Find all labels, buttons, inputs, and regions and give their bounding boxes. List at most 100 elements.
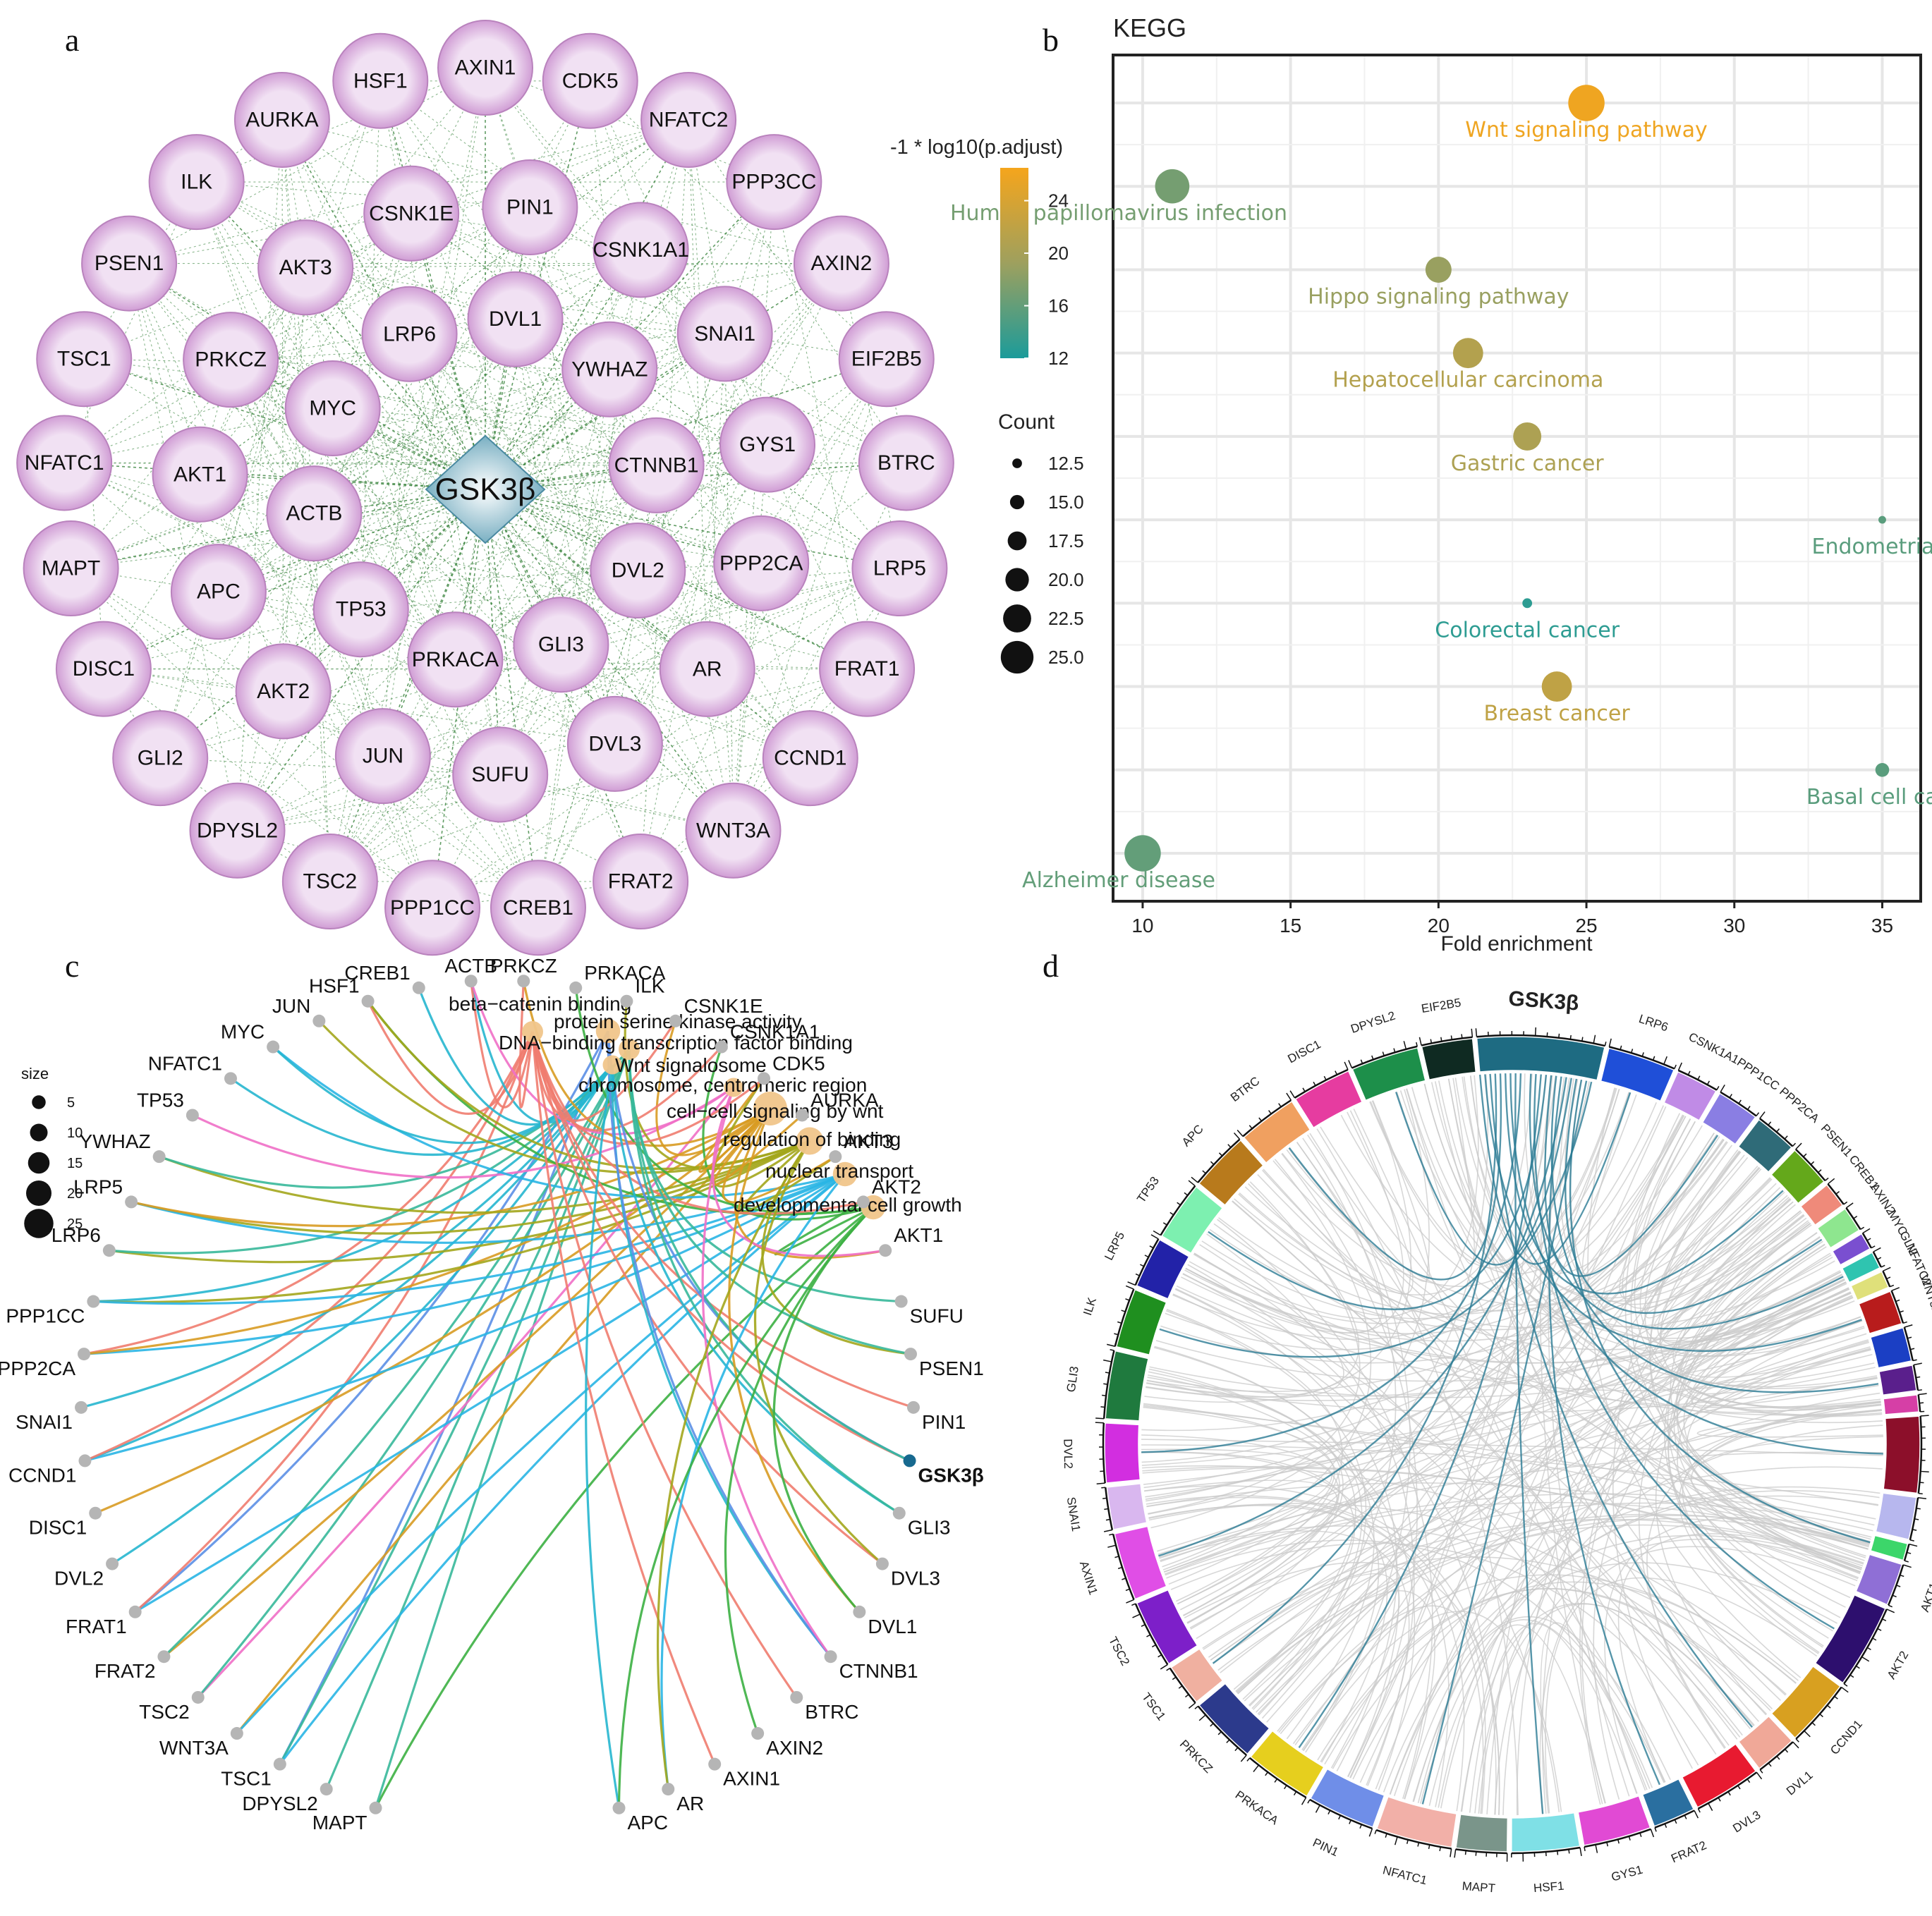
gene-ppp1cc[interactable]: PPP1CC (6, 1295, 100, 1327)
kegg-point-hepatocellular-carcinoma[interactable]: Hepatocellular carcinoma (1332, 338, 1603, 393)
sector-ilk[interactable]: ILK (1081, 1285, 1167, 1356)
gene-ctnnb1[interactable]: CTNNB1 (824, 1650, 918, 1682)
node-gys1[interactable]: GYS1 (719, 396, 816, 493)
gene-sufu[interactable]: SUFU (894, 1295, 964, 1327)
node-ar[interactable]: AR (659, 621, 755, 717)
sector-axin1[interactable]: AXIN1 (1077, 1525, 1167, 1604)
sector-gli3[interactable]: GLI3 (1064, 1349, 1149, 1422)
node-ctnnb1[interactable]: CTNNB1 (608, 417, 705, 513)
node-tsc1[interactable]: TSC1 (36, 311, 133, 408)
gene-actb[interactable]: ACTB (444, 955, 497, 988)
gene-csnk1a1[interactable]: CSNK1A1 (715, 1021, 820, 1054)
node-tsc2[interactable]: TSC2 (281, 834, 378, 930)
node-jun[interactable]: JUN (334, 708, 431, 805)
node-aurka[interactable]: AURKA (233, 71, 330, 168)
gene-cdk5[interactable]: CDK5 (758, 1052, 825, 1085)
node-wnt3a[interactable]: WNT3A (685, 782, 782, 879)
sector-gsk3[interactable]: GSK3β (1475, 987, 1607, 1081)
gene-prkcz[interactable]: PRKCZ (490, 955, 557, 988)
node-apc[interactable]: APC (170, 544, 267, 640)
gene-axin2[interactable]: AXIN2 (751, 1727, 823, 1759)
node-ilk[interactable]: ILK (148, 134, 245, 231)
node-pin1[interactable]: PIN1 (482, 159, 578, 255)
sector-ywhaz[interactable]: YWHAZ (1878, 1349, 1932, 1396)
node-akt2[interactable]: AKT2 (235, 643, 332, 740)
sector-akt2[interactable]: AKT2 (1814, 1594, 1912, 1687)
node-hsf1[interactable]: HSF1 (332, 32, 429, 129)
gene-lrp6[interactable]: LRP6 (51, 1224, 116, 1257)
sector-nfatc1[interactable]: NFATC1 (1374, 1795, 1457, 1887)
sector-akt1[interactable]: AKT1 (1855, 1554, 1932, 1613)
gene-ppp2ca[interactable]: PPP2CA (0, 1348, 91, 1379)
sector-sufu[interactable]: SUFU (1883, 1383, 1932, 1417)
node-akt3[interactable]: AKT3 (257, 219, 354, 316)
term-chromosome-centromeric-region[interactable]: chromosome, centromeric region (578, 1074, 867, 1097)
term-wnt-signalosome[interactable]: Wnt signalosome (602, 1054, 767, 1076)
kegg-point-basal-cell-carcinoma[interactable]: Basal cell carcinoma (1806, 762, 1932, 810)
node-tp53[interactable]: TP53 (312, 561, 409, 658)
node-prkcz[interactable]: PRKCZ (183, 312, 279, 408)
sector-eif2b5[interactable]: EIF2B5 (1418, 996, 1477, 1081)
kegg-point-colorectal-cancer[interactable]: Colorectal cancer (1435, 598, 1620, 642)
sector-ppp2ca[interactable]: PPP2CA (1737, 1085, 1823, 1173)
gene-akt1[interactable]: AKT1 (879, 1224, 943, 1257)
term-cell-cell-signaling-by-wnt[interactable]: cell−cell signaling by wnt (667, 1092, 884, 1125)
kegg-point-breast-cancer[interactable]: Breast cancer (1484, 671, 1631, 726)
node-cdk5[interactable]: CDK5 (542, 32, 638, 129)
sector-actb[interactable]: ACTB (1883, 1415, 1932, 1495)
node-dvl3[interactable]: DVL3 (566, 695, 663, 792)
hub-node[interactable] (425, 434, 546, 544)
sector-gys1[interactable]: GYS1 (1577, 1795, 1655, 1884)
gene-aurka[interactable]: AURKA (796, 1089, 879, 1122)
sector-dvl2[interactable]: DVL2 (1061, 1422, 1141, 1485)
node-psen1[interactable]: PSEN1 (81, 215, 178, 312)
gene-jun[interactable]: JUN (272, 995, 326, 1027)
node-axin2[interactable]: AXIN2 (793, 215, 889, 312)
node-disc1[interactable]: DISC1 (55, 621, 152, 717)
node-gli2[interactable]: GLI2 (112, 710, 209, 807)
gene-wnt3a[interactable]: WNT3A (159, 1727, 243, 1759)
sector-pin1[interactable]: PIN1 (1307, 1768, 1385, 1860)
gene-lrp5[interactable]: LRP5 (73, 1176, 138, 1209)
node-creb1[interactable]: CREB1 (490, 860, 586, 956)
sector-dpysl2[interactable]: DPYSL2 (1348, 1009, 1426, 1102)
gene-frat1[interactable]: FRAT1 (66, 1605, 142, 1637)
node-nfatc1[interactable]: NFATC1 (16, 415, 113, 511)
node-lrp6[interactable]: LRP6 (361, 286, 458, 382)
node-dpysl2[interactable]: DPYSL2 (189, 782, 286, 879)
kegg-point-endometrial-cancer[interactable]: Endometrial cancer (1812, 515, 1932, 559)
node-mapt[interactable]: MAPT (23, 520, 119, 617)
sector-snai1[interactable]: SNAI1 (1064, 1483, 1148, 1532)
gene-myc[interactable]: MYC (221, 1021, 280, 1054)
gene-ilk[interactable]: ILK (620, 975, 665, 1008)
gene-apc[interactable]: APC (612, 1801, 668, 1833)
gene-prkaca[interactable]: PRKACA (569, 962, 666, 994)
node-axin1[interactable]: AXIN1 (437, 20, 533, 116)
node-myc[interactable]: MYC (284, 360, 381, 456)
node-actb[interactable]: ACTB (266, 465, 363, 562)
node-lrp5[interactable]: LRP5 (851, 520, 948, 617)
gene-tsc2[interactable]: TSC2 (139, 1690, 205, 1723)
gene-disc1[interactable]: DISC1 (29, 1506, 102, 1539)
node-csnk1a1[interactable]: CSNK1A1 (593, 202, 689, 298)
gene-dvl2[interactable]: DVL2 (54, 1557, 119, 1589)
sector-akt3[interactable]: AKT3 (1875, 1492, 1932, 1542)
node-gli3[interactable]: GLI3 (513, 597, 609, 693)
node-eif2b5[interactable]: EIF2B5 (838, 311, 935, 408)
gene-akt3[interactable]: AKT3 (829, 1130, 893, 1164)
gene-btrc[interactable]: BTRC (790, 1690, 858, 1723)
node-dvl1[interactable]: DVL1 (467, 271, 564, 367)
node-frat1[interactable]: FRAT1 (819, 621, 916, 717)
gene-tsc1[interactable]: TSC1 (221, 1757, 286, 1790)
gene-ywhaz[interactable]: YWHAZ (80, 1130, 166, 1164)
sector-hsf1[interactable]: HSF1 (1511, 1812, 1582, 1895)
gene-nfatc1[interactable]: NFATC1 (148, 1052, 237, 1085)
term-nuclear-transport[interactable]: nuclear transport (765, 1160, 913, 1187)
term-dna-binding-transcription-factor-binding[interactable]: DNA−binding transcription factor binding (499, 1032, 853, 1060)
gene-axin1[interactable]: AXIN1 (708, 1757, 780, 1790)
sector-ar[interactable]: AR (1870, 1534, 1932, 1571)
gene-snai1[interactable]: SNAI1 (16, 1401, 88, 1433)
gene-mapt[interactable]: MAPT (312, 1801, 382, 1833)
node-ppp2ca[interactable]: PPP2CA (713, 515, 810, 611)
node-csnk1e[interactable]: CSNK1E (363, 165, 460, 262)
